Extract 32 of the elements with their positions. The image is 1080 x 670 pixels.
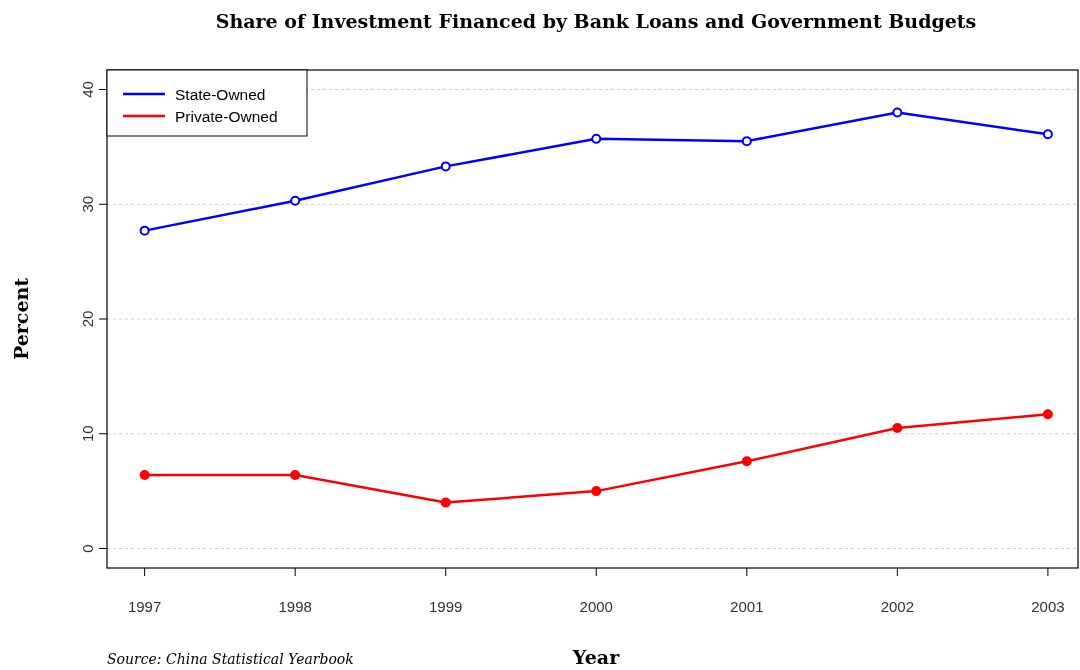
point xyxy=(440,497,451,508)
y-tick-label: 20 xyxy=(79,310,96,328)
y-axis-title: Percent xyxy=(10,277,32,361)
point xyxy=(892,107,903,118)
point xyxy=(741,456,752,467)
point xyxy=(139,470,150,481)
legend-label: State-Owned xyxy=(175,86,266,103)
point xyxy=(892,423,903,434)
x-axis-title: Year xyxy=(571,646,621,668)
point xyxy=(290,470,301,481)
source-note: Source: China Statistical Yearbook xyxy=(107,651,354,667)
legend-label: Private-Owned xyxy=(175,108,278,125)
point xyxy=(591,133,602,144)
y-tick-label: 0 xyxy=(79,544,96,553)
x-tick-label: 1998 xyxy=(278,598,312,615)
y-tick-label: 40 xyxy=(79,81,96,98)
x-tick-label: 2000 xyxy=(579,598,613,615)
x-tick-label: 1999 xyxy=(429,598,463,615)
y-tick-label: 10 xyxy=(79,425,96,443)
point xyxy=(591,486,602,497)
x-tick-label: 2001 xyxy=(730,598,764,615)
point xyxy=(1042,129,1053,140)
y-tick-label: 30 xyxy=(79,195,96,213)
point xyxy=(440,161,451,172)
point xyxy=(290,195,301,206)
x-tick-label: 2003 xyxy=(1031,598,1065,615)
x-tick-label: 1997 xyxy=(127,598,162,615)
x-tick-label: 2002 xyxy=(880,598,915,615)
point xyxy=(139,225,150,236)
point xyxy=(741,136,752,147)
chart-title: Share of Investment Financed by Bank Loans and Government Budgets xyxy=(215,10,977,32)
point xyxy=(1042,409,1053,420)
